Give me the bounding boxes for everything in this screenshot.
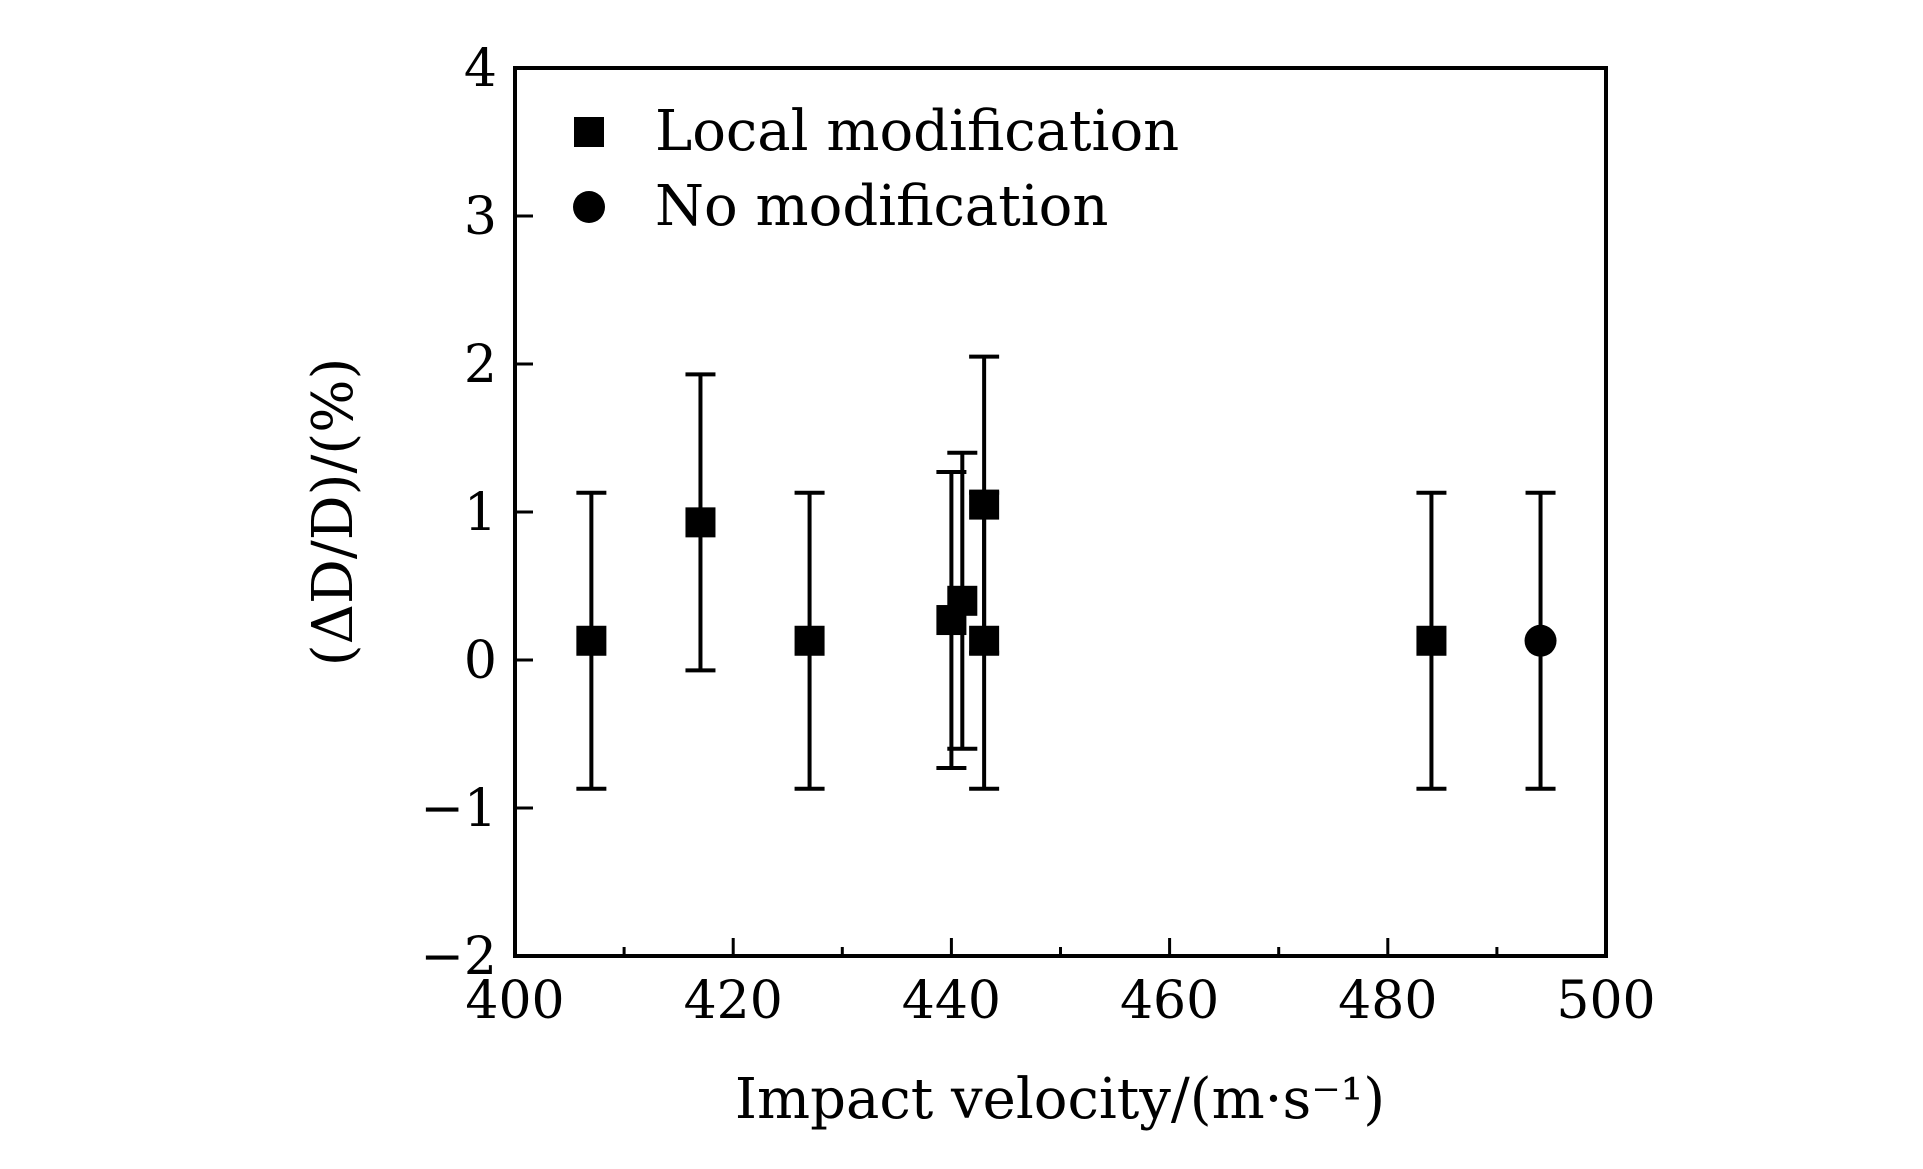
x-axis-label: Impact velocity/(m·s⁻¹): [735, 1067, 1385, 1132]
data-point-circle: [1524, 624, 1557, 657]
y-tick-label: −1: [420, 779, 497, 839]
error-bars: [576, 354, 1556, 791]
legend-label: Local modification: [655, 99, 1179, 164]
y-axis-label: (ΔD/D)/(%): [301, 358, 366, 667]
legend-marker-circle: [573, 191, 605, 223]
y-tick-label: 3: [464, 187, 497, 247]
y-tick-label: 4: [464, 39, 497, 99]
x-tick-label: 480: [1338, 971, 1437, 1031]
x-tick-label: 440: [902, 971, 1001, 1031]
legend-label: No modification: [655, 174, 1108, 239]
data-point-square: [969, 625, 1000, 656]
data-point-square: [794, 625, 825, 656]
y-tick-label: 0: [464, 631, 497, 691]
x-tick-label: 400: [465, 971, 564, 1031]
y-tick-label: 2: [464, 335, 497, 395]
data-point-square: [685, 507, 716, 538]
data-point-square: [576, 625, 607, 656]
y-tick-label: −2: [420, 927, 497, 987]
data-point-square: [947, 585, 978, 616]
x-tick-label: 460: [1120, 971, 1219, 1031]
markers: [576, 489, 1557, 657]
data-point-square: [1416, 625, 1447, 656]
legend-marker-square: [574, 117, 604, 147]
ticks: 400 420 440 460 480 500 −2 −1 0 1 2 3 4: [420, 39, 1655, 1031]
x-tick-label: 500: [1556, 971, 1655, 1031]
y-tick-label: 1: [464, 483, 497, 543]
data-point-square: [969, 489, 1000, 520]
legend: Local modification No modification: [573, 99, 1179, 239]
x-tick-label: 420: [684, 971, 783, 1031]
